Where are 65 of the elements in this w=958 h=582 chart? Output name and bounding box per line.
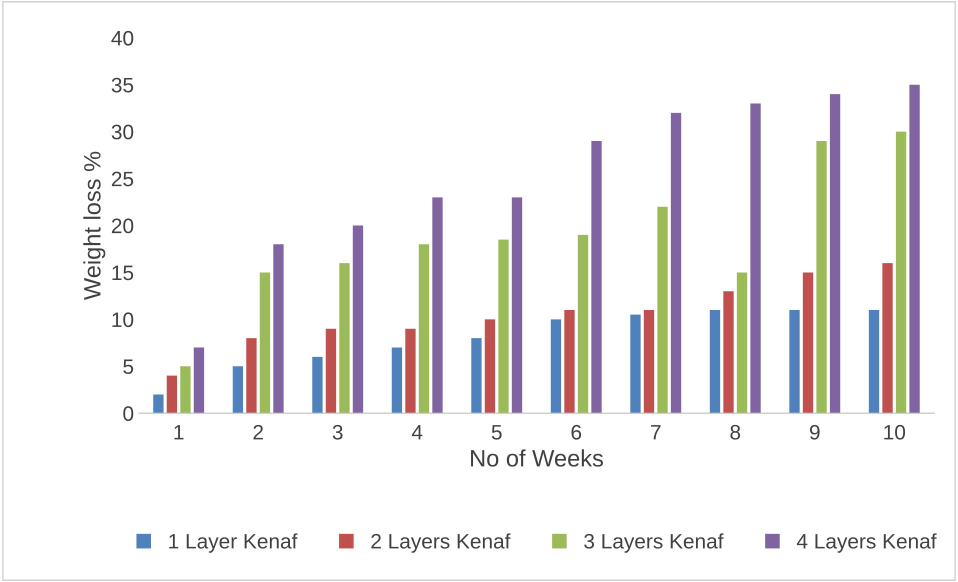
bar [432, 197, 443, 414]
y-tick-label: 5 [123, 360, 134, 374]
y-tick-label: 20 [112, 218, 134, 234]
x-tick-label: 3 [332, 424, 343, 440]
y-tick-label: 35 [112, 78, 134, 93]
bar [273, 244, 284, 414]
y-tick-label: 25 [112, 172, 134, 186]
x-tick-label: 1 [174, 425, 184, 440]
bar [670, 112, 682, 414]
x-tick-label: 10 [884, 424, 906, 440]
bar [868, 310, 880, 414]
bar [246, 338, 257, 414]
bar [750, 104, 761, 414]
bar [392, 348, 402, 414]
bar [909, 84, 920, 414]
bar [498, 240, 509, 414]
bar [194, 348, 204, 414]
bar [405, 328, 416, 414]
bar [789, 310, 800, 414]
legend-label: 4 Layers Kenaf [796, 533, 937, 553]
bar [591, 141, 602, 414]
bar [830, 94, 840, 414]
bar [710, 310, 720, 414]
y-tick-label: 30 [112, 124, 134, 140]
y-tick-label: 40 [111, 30, 134, 46]
bar [260, 272, 270, 414]
bar [471, 338, 482, 414]
bar [882, 263, 893, 414]
x-tick-label: 9 [810, 424, 820, 440]
x-tick-label: 7 [651, 425, 660, 440]
bar [564, 310, 575, 414]
bar [578, 234, 588, 414]
y-tick-label: 0 [123, 406, 134, 421]
y-tick-label: 10 [112, 312, 134, 328]
bar [630, 314, 641, 414]
bar [352, 226, 364, 414]
x-tick-label: 5 [492, 425, 502, 440]
bar [232, 366, 244, 414]
bar [418, 244, 430, 414]
x-tick-label: 4 [412, 425, 422, 440]
bar [484, 319, 496, 414]
legend-label: 3 Layers Kenaf [584, 533, 724, 553]
bar [896, 132, 906, 414]
y-tick-label: 15 [112, 266, 134, 280]
bar [550, 319, 562, 414]
bar [153, 394, 164, 414]
x-axis-title: No of Weeks [471, 449, 603, 467]
legend-label: 1 Layer Kenaf [169, 533, 298, 553]
bar [644, 310, 654, 414]
bar [816, 141, 827, 414]
x-tick-label: 2 [253, 424, 263, 440]
x-tick-label: 6 [572, 424, 582, 440]
bar [802, 272, 814, 414]
legend-label: 2 Layers Kenaf [371, 533, 510, 553]
y-axis-title: Weight loss % [83, 152, 106, 300]
bar [657, 206, 668, 414]
bar [339, 263, 350, 414]
bar [312, 356, 323, 414]
bar [723, 291, 734, 414]
bar [512, 197, 522, 414]
bar [180, 366, 191, 414]
bar [736, 272, 748, 414]
bar [326, 328, 336, 414]
bar [166, 376, 178, 414]
x-tick-label: 8 [730, 424, 740, 440]
